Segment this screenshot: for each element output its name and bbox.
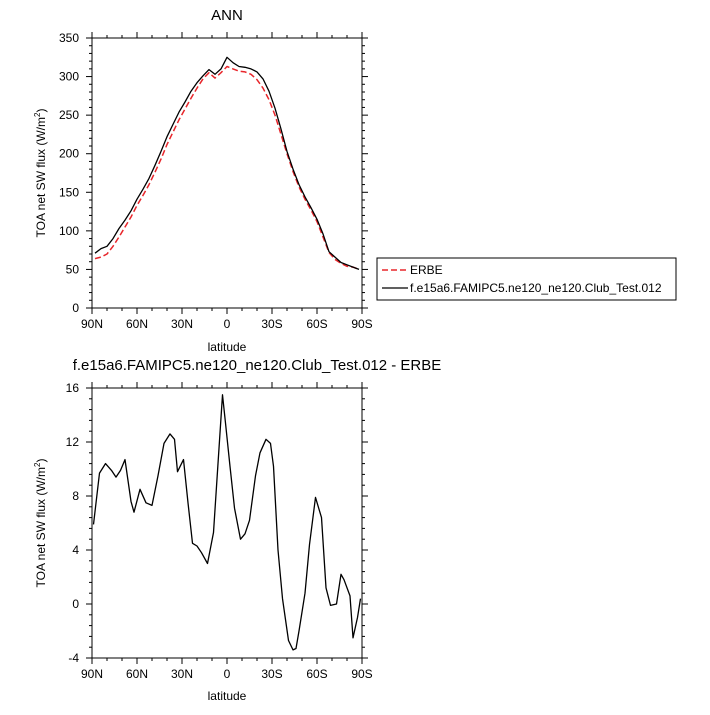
y-tick-label: 250 [59,108,79,122]
x-tick-label: 30S [261,317,282,331]
y-tick-label: 50 [66,262,80,276]
legend-label-model: f.e15a6.FAMIPC5.ne120_ne120.Club_Test.01… [410,281,662,295]
bottom-series-lines [92,394,362,651]
top-y-axis-label: TOA net SW flux (W/m2) [33,109,48,238]
x-tick-label: 30N [171,317,193,331]
top-plot-frame [91,37,363,309]
x-tick-label: 90N [81,317,103,331]
top-chart-title: ANN [211,7,243,24]
y-tick-label: 4 [72,543,79,557]
x-tick-label: 30S [261,667,282,681]
y-tick-label: -4 [68,651,79,665]
x-tick-label: 60S [306,667,327,681]
top-x-axis-label: latitude [208,340,247,354]
y-tick-label: 300 [59,70,79,84]
bottom-panel: f.e15a6.FAMIPC5.ne120_ne120.Club_Test.01… [33,357,441,703]
top-tick-labels: 90N 60N 30N 0 30S 60S 90S 0 50 100 150 200 250 300 350 [59,31,373,331]
y-tick-label: 200 [59,147,79,161]
series-line-0-0 [94,65,360,271]
x-tick-label: 0 [224,317,231,331]
y-tick-label: 150 [59,185,79,199]
y-tick-label: 350 [59,31,79,45]
series-line-0-1 [94,56,360,271]
x-tick-label: 60N [126,667,148,681]
x-tick-label: 90S [351,317,372,331]
series-line-1-0 [92,394,362,651]
y-tick-label: 16 [66,381,80,395]
y-tick-label: 0 [72,597,79,611]
top-panel: ANN 90N 60N 30N 0 30S 60S 90S 0 50 100 150 200 250 30… [33,7,373,354]
bottom-axis-ticks [86,382,368,664]
x-tick-label: 60N [126,317,148,331]
x-tick-label: 0 [224,667,231,681]
bottom-y-axis-label-end: ) [34,459,48,463]
legend-box [376,257,677,301]
top-y-axis-label-sup: 2 [33,112,42,117]
bottom-y-axis-label-main: TOA net SW flux (W/m [34,467,48,587]
legend: ERBE f.e15a6.FAMIPC5.ne120_ne120.Club_Te… [376,257,677,301]
y-tick-label: 12 [66,435,80,449]
bottom-chart-title: f.e15a6.FAMIPC5.ne120_ne120.Club_Test.01… [73,357,442,374]
top-y-axis-label-end: ) [34,109,48,113]
x-tick-label: 60S [306,317,327,331]
bottom-x-axis-label: latitude [208,689,247,703]
top-y-axis-label-main: TOA net SW flux (W/m [34,117,48,237]
y-tick-label: 0 [72,301,79,315]
x-tick-label: 30N [171,667,193,681]
bottom-y-axis-label-sup: 2 [33,462,42,467]
x-tick-label: 90S [351,667,372,681]
y-tick-label: 100 [59,224,79,238]
legend-label-erbe: ERBE [410,263,443,277]
top-series-lines [94,56,360,271]
x-tick-label: 90N [81,667,103,681]
y-tick-label: 8 [72,489,79,503]
bottom-tick-labels: 90N 60N 30N 0 30S 60S 90S -4 0 4 8 12 16 [66,381,373,681]
top-axis-ticks [86,32,368,314]
bottom-y-axis-label: TOA net SW flux (W/m2) [33,459,48,588]
